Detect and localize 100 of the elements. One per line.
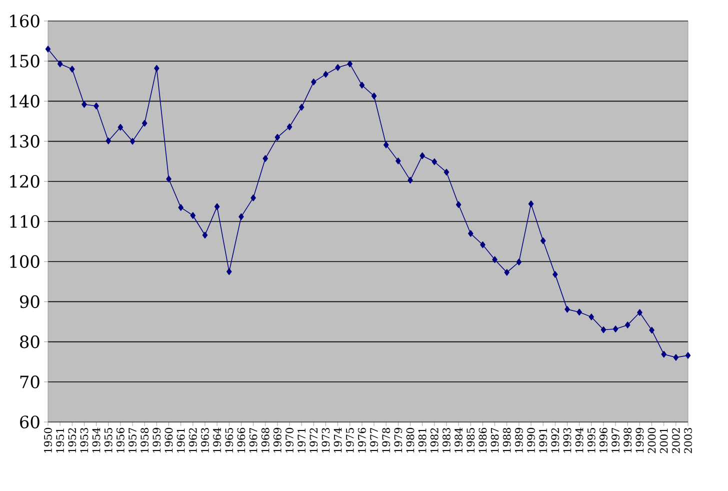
x-tick-label: 1973 [322, 428, 330, 453]
point [468, 230, 474, 237]
point [444, 168, 450, 176]
point [311, 78, 316, 86]
point [552, 271, 558, 278]
x-tick-label: 2000 [648, 428, 656, 454]
point [154, 64, 160, 72]
point [408, 176, 413, 184]
point [420, 152, 425, 160]
x-tick-label: 1995 [587, 428, 596, 453]
x-tick-label: 1999 [636, 428, 644, 453]
point [540, 237, 546, 244]
point [504, 269, 510, 276]
point [347, 60, 353, 68]
y-tick-label: 80 [20, 335, 40, 348]
x-tick-label: 1978 [382, 428, 390, 453]
y-tick-label: 120 [10, 174, 40, 188]
point [588, 314, 594, 320]
x-tick-label: 1969 [273, 428, 282, 453]
y-tick-label: 150 [10, 54, 40, 68]
x-tick-label: 1981 [418, 428, 426, 453]
x-tick-label: 1950 [44, 428, 52, 453]
point [82, 101, 87, 108]
y-tick-label: 100 [10, 255, 40, 268]
point [250, 194, 256, 202]
point [106, 138, 112, 144]
x-tick-label: 1962 [188, 428, 197, 453]
x-tick-label: 1951 [56, 428, 64, 453]
point [359, 82, 365, 89]
x-tick-label: 2001 [660, 428, 668, 454]
x-tick-label: 1961 [176, 428, 185, 453]
x-tick-label: 1986 [478, 428, 487, 453]
x-tick-label: 1970 [286, 428, 294, 453]
x-tick-label: 1952 [68, 428, 76, 453]
x-tick-label: 1983 [442, 428, 450, 453]
x-tick-label: 1987 [490, 428, 499, 453]
x-tick-label: 1972 [310, 428, 318, 453]
point [528, 200, 534, 208]
x-tick-label: 1976 [358, 428, 366, 453]
point [226, 268, 232, 276]
point [214, 203, 220, 210]
point [142, 120, 148, 127]
x-tick-label: 1991 [539, 428, 548, 453]
point [274, 134, 280, 141]
point [456, 201, 462, 208]
x-tick-label: 1992 [551, 428, 560, 453]
point [70, 66, 75, 73]
point [118, 124, 124, 131]
x-tick-label: 1957 [128, 428, 136, 453]
point [57, 60, 63, 68]
point [298, 104, 304, 111]
x-tick-label: 1989 [514, 428, 523, 453]
point [238, 213, 244, 220]
point [480, 241, 486, 248]
x-tick-label: 1994 [575, 428, 584, 453]
point [576, 308, 582, 316]
x-tick-label: 1975 [346, 428, 354, 453]
x-tick-label: 1988 [502, 428, 511, 453]
x-tick-label: 1984 [454, 428, 463, 453]
point [612, 326, 618, 332]
x-tick-label: 1977 [370, 428, 378, 453]
x-tick-label: 1971 [298, 428, 306, 453]
x-tick-label: 1958 [140, 428, 149, 453]
x-tick-label: 1959 [152, 428, 161, 453]
x-tick-label: 1974 [334, 428, 342, 453]
y-tick-label: 60 [20, 416, 40, 428]
x-tick-label: 1997 [612, 428, 620, 453]
y-tick-label: 140 [10, 94, 40, 108]
point [178, 204, 184, 211]
x-tick-label: 1953 [80, 428, 88, 453]
x-tick-label: 1966 [237, 428, 246, 453]
point [130, 138, 136, 145]
x-tick-label: 2003 [684, 428, 692, 454]
point [383, 142, 389, 148]
x-tick-label: 1980 [406, 428, 414, 453]
x-tick-label: 1993 [563, 428, 572, 453]
point [661, 350, 666, 358]
point [432, 158, 438, 166]
x-tick-label: 1982 [430, 428, 438, 453]
x-tick-label: 1965 [225, 428, 234, 453]
x-tick-label: 1964 [213, 428, 222, 453]
x-tick-label: 1960 [164, 428, 173, 453]
y-tick-label: 160 [10, 14, 40, 28]
point [673, 354, 679, 361]
point [286, 123, 292, 130]
point [637, 309, 642, 316]
point [323, 70, 328, 78]
y-tick-label: 70 [20, 375, 40, 388]
x-tick-label: 2002 [672, 428, 680, 454]
point [600, 326, 606, 334]
point [190, 212, 196, 219]
point [202, 232, 208, 239]
y-tick-label: 110 [10, 215, 40, 228]
y-tick-label: 90 [20, 295, 40, 308]
point [371, 92, 377, 100]
point [262, 155, 268, 162]
point [624, 322, 630, 328]
x-tick-label: 1968 [261, 428, 270, 453]
point [166, 176, 172, 182]
point [564, 306, 570, 313]
